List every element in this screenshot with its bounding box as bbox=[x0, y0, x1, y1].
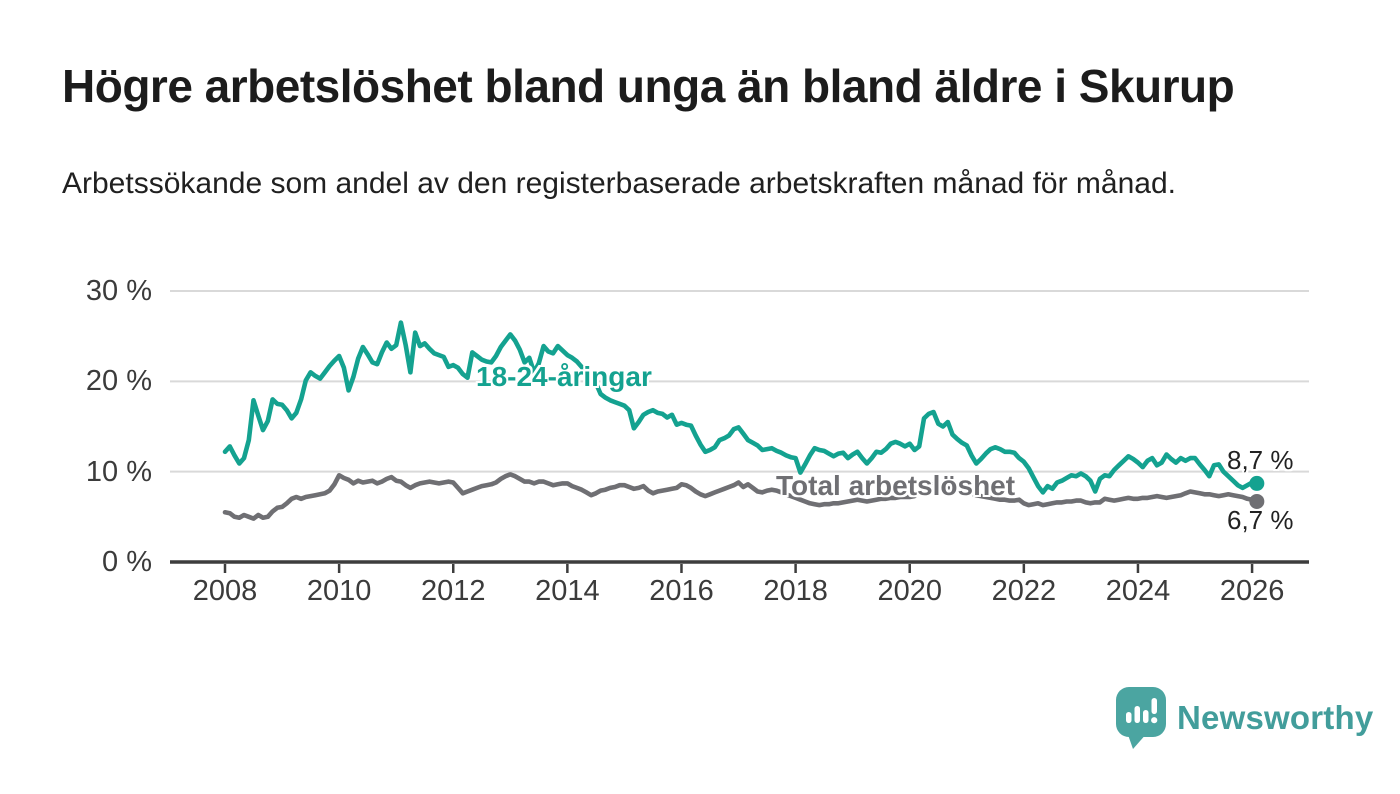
x-axis-label: 2014 bbox=[535, 575, 600, 607]
logo-exclamation-dot bbox=[1151, 717, 1158, 724]
newsworthy-logo: Newsworthy bbox=[1115, 686, 1373, 750]
series-label-young: 18-24-åringar bbox=[476, 361, 652, 392]
y-axis-label: 30 % bbox=[85, 275, 152, 307]
x-axis-label: 2022 bbox=[991, 575, 1057, 607]
series-line-young bbox=[222, 320, 1260, 495]
series-line-total bbox=[222, 472, 1260, 521]
logo-bubble-tail bbox=[1127, 732, 1148, 749]
logo-bar-3 bbox=[1143, 710, 1149, 723]
x-axis-label: 2016 bbox=[649, 575, 714, 607]
end-value-total: 6,7 % bbox=[1227, 505, 1294, 535]
newsworthy-logo-text: Newsworthy bbox=[1177, 699, 1374, 736]
y-axis-label: 0 % bbox=[102, 546, 152, 578]
y-axis-label: 10 % bbox=[85, 455, 152, 488]
series-label-total: Total arbetslöshet bbox=[776, 470, 1016, 501]
x-axis-label: 2008 bbox=[192, 575, 258, 607]
x-axis-label: 2018 bbox=[763, 575, 828, 607]
series-endpoint-young bbox=[1249, 475, 1265, 491]
logo-bubble bbox=[1116, 687, 1166, 737]
x-axis-label: 2012 bbox=[420, 575, 486, 607]
newsworthy-logo-icon bbox=[1116, 687, 1166, 749]
x-axis-label: 2010 bbox=[306, 575, 372, 607]
logo-bar-1 bbox=[1126, 712, 1132, 723]
page-title: Högre arbetslöshet bland unga än bland ä… bbox=[62, 60, 1235, 112]
y-axis-label: 20 % bbox=[85, 365, 152, 398]
end-value-young: 8,7 % bbox=[1227, 445, 1294, 475]
x-axis-label: 2020 bbox=[877, 575, 942, 607]
x-axis-label: 2026 bbox=[1219, 575, 1285, 607]
logo-exclamation-bar bbox=[1151, 698, 1157, 714]
logo-bar-2 bbox=[1134, 706, 1140, 723]
x-axis-label: 2024 bbox=[1105, 575, 1171, 607]
chart-subtitle: Arbetssökande som andel av den registerb… bbox=[62, 167, 1176, 200]
